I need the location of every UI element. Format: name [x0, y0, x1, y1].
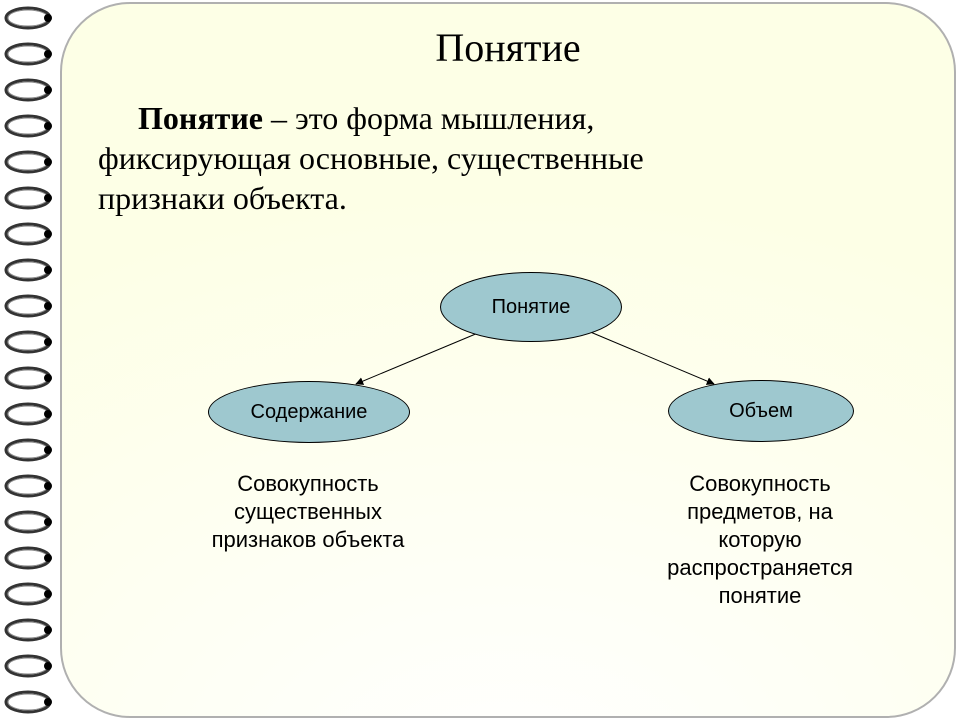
diagram-desc-line: признаков объекта [158, 526, 458, 554]
diagram-desc-left: Совокупностьсущественныхпризнаков объект… [158, 470, 458, 554]
diagram-desc-right: Совокупностьпредметов, накоторуюраспрост… [610, 470, 910, 610]
diagram-node-root: Понятие [440, 272, 622, 342]
diagram-desc-line: предметов, на [610, 498, 910, 526]
diagram-node-left: Содержание [208, 381, 410, 443]
diagram-desc-line: которую [610, 526, 910, 554]
diagram-node-right: Объем [668, 380, 854, 442]
diagram-desc-line: Совокупность [158, 470, 458, 498]
spiral-binding [0, 0, 56, 720]
page: Понятие Понятие – это форма мышления, фи… [0, 0, 960, 720]
diagram-desc-line: распространяется [610, 554, 910, 582]
concept-diagram: ПонятиеСодержаниеОбъемСовокупностьсущест… [60, 0, 956, 720]
diagram-desc-line: Совокупность [610, 470, 910, 498]
diagram-edges [60, 0, 956, 720]
diagram-desc-line: понятие [610, 582, 910, 610]
diagram-desc-line: существенных [158, 498, 458, 526]
